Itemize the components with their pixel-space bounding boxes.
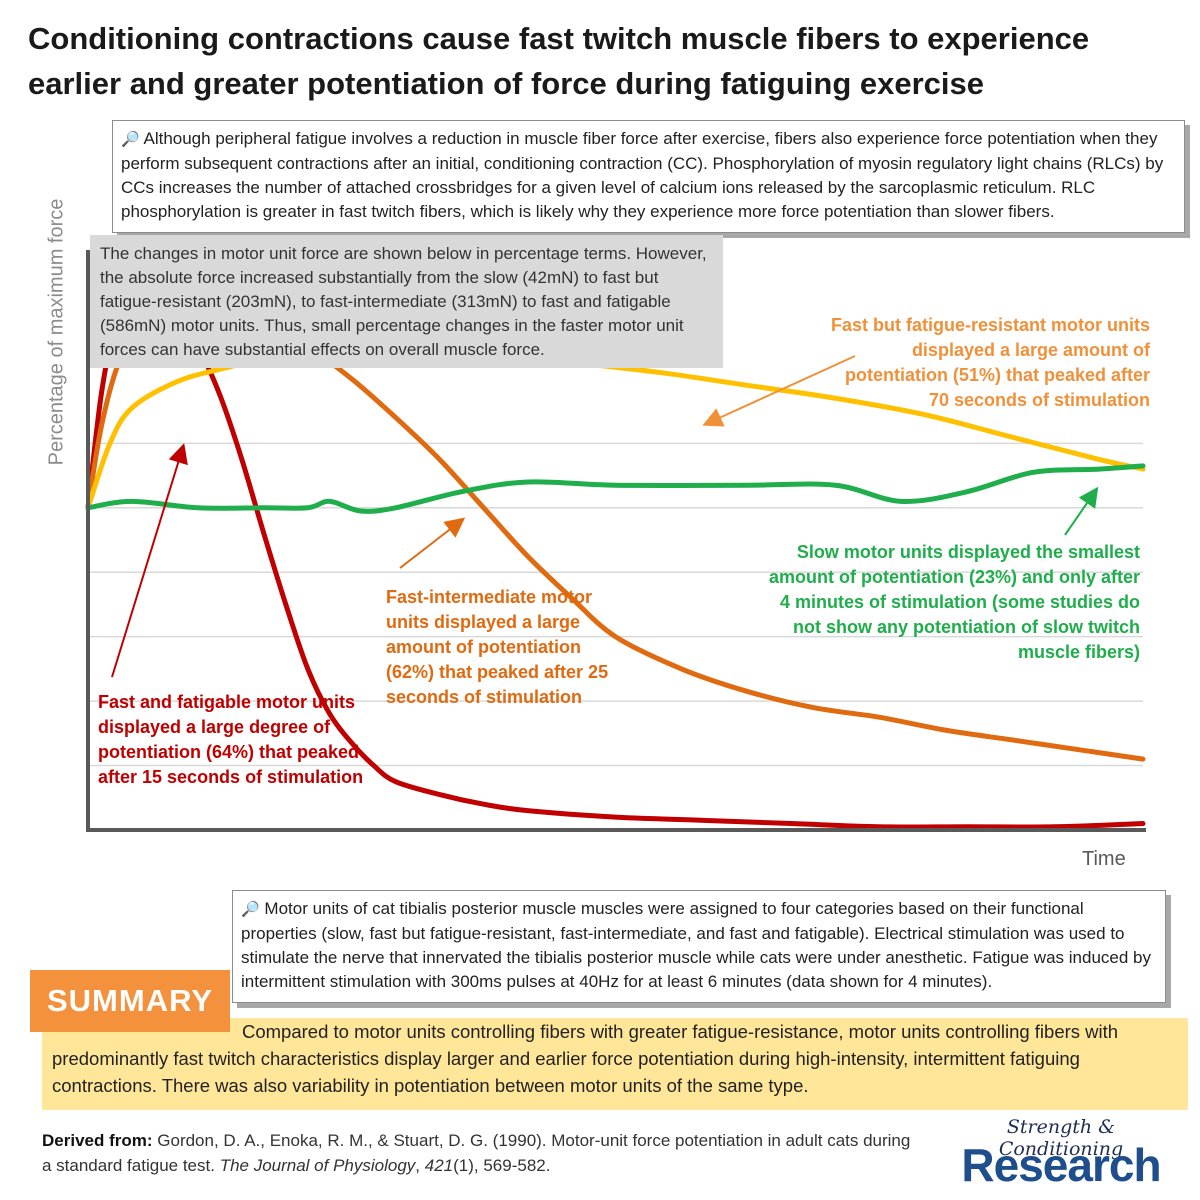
absolute-force-note: The changes in motor unit force are show… (90, 235, 723, 368)
bottom-info-callout: 🔎 Motor units of cat tibialis posterior … (232, 890, 1166, 1003)
brand-logo: Strength & Conditioning Research (946, 1116, 1176, 1196)
arrow-fast-fatigable (111, 443, 188, 678)
x-axis-label: Time (1082, 848, 1126, 870)
citation-journal: The Journal of Physiology (219, 1156, 416, 1175)
top-info-callout: 🔎 Although peripheral fatigue involves a… (112, 120, 1185, 233)
arrow-fast-fatigue-resistant (702, 355, 856, 427)
y-axis-label: Percentage of maximum force (45, 198, 68, 466)
annotation-slow: Slow motor units displayed the smallest … (768, 542, 1140, 662)
citation-volume: 421 (424, 1156, 454, 1175)
summary-label: SUMMARY (30, 970, 230, 1032)
citation-authors: Gordon, D. A., Enoka, R. M., & Stuart, D… (42, 1131, 911, 1175)
series-line-slow (85, 463, 1146, 514)
page-title: Conditioning contractions cause fast twi… (28, 21, 1090, 101)
bottom-callout-text: Motor units of cat tibialis posterior mu… (241, 899, 1151, 991)
annotation-fast-fatigable: Fast and fatigable motor units displayed… (98, 692, 364, 787)
magnifier-icon: 🔎 (121, 131, 140, 148)
arrow-fast-intermediate (399, 517, 466, 569)
citation-prefix: Derived from: (42, 1131, 153, 1150)
arrow-slow (1064, 486, 1099, 536)
chart-axes (86, 250, 1146, 832)
summary-text: Compared to motor units controlling fibe… (52, 1021, 1119, 1096)
logo-wordmark: Research (961, 1139, 1161, 1191)
magnifier-icon: 🔎 (241, 901, 260, 918)
top-callout-text: Although peripheral fatigue involves a r… (121, 129, 1164, 221)
annotation-fast-fatigue-resistant: Fast but fatigue-resistant motor units d… (830, 315, 1150, 410)
citation: Derived from: Gordon, D. A., Enoka, R. M… (42, 1131, 911, 1175)
citation-pages: (1), 569-582. (453, 1156, 551, 1175)
logo-script-line: Strength & Conditioning (998, 1116, 1124, 1160)
annotation-arrows (111, 355, 1099, 678)
summary-background (42, 1018, 1188, 1110)
annotation-fast-intermediate: Fast-intermediate motor units displayed … (386, 587, 609, 707)
